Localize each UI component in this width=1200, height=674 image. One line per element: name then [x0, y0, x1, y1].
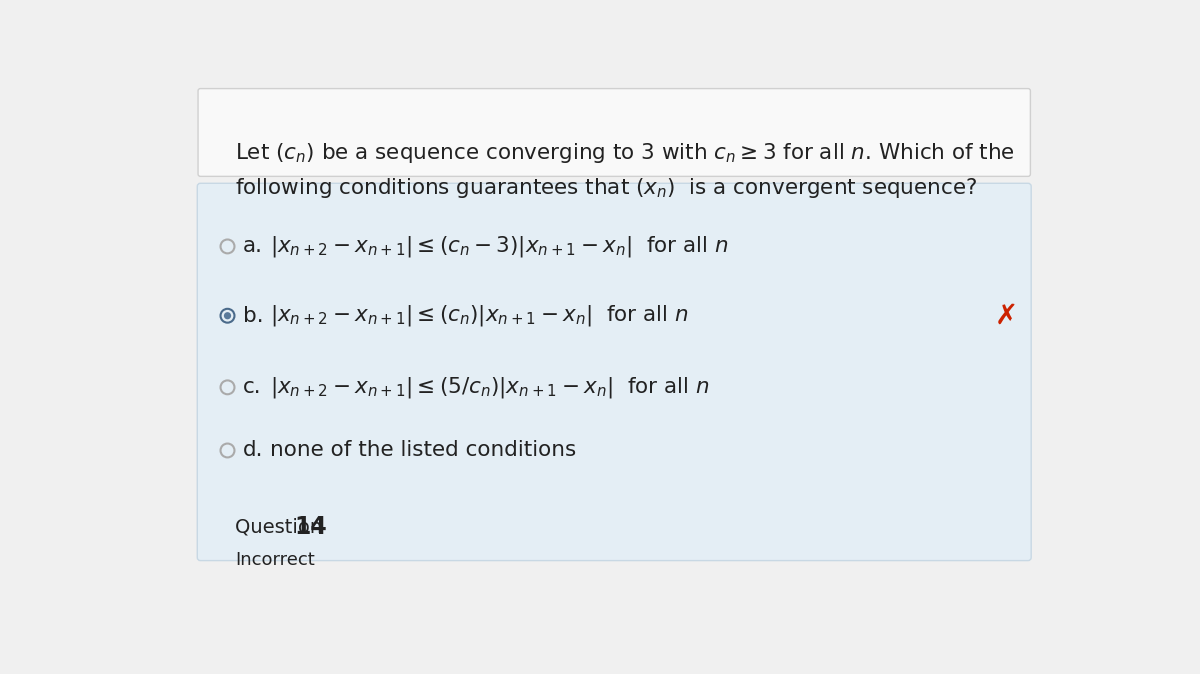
Text: $|x_{n+2}-x_{n+1}| \leq (c_n-3)|x_{n+1}-x_n|$  for all $n$: $|x_{n+2}-x_{n+1}| \leq (c_n-3)|x_{n+1}-…: [270, 234, 728, 259]
Text: 14: 14: [294, 516, 326, 539]
FancyBboxPatch shape: [197, 183, 1031, 561]
Text: a.: a.: [242, 237, 263, 256]
Circle shape: [224, 312, 232, 319]
Text: d.: d.: [242, 441, 264, 460]
Text: Question: Question: [235, 518, 329, 537]
Text: b.: b.: [242, 306, 264, 326]
Text: none of the listed conditions: none of the listed conditions: [270, 441, 576, 460]
Text: Let $(c_n)$ be a sequence converging to 3 with $c_n \geq 3$ for all $n$. Which o: Let $(c_n)$ be a sequence converging to …: [235, 142, 1015, 165]
Text: following conditions guarantees that $(x_n)$  is a convergent sequence?: following conditions guarantees that $(x…: [235, 176, 978, 200]
Text: Incorrect: Incorrect: [235, 551, 314, 569]
FancyBboxPatch shape: [198, 88, 1031, 177]
Text: $|x_{n+2}-x_{n+1}| \leq (c_n)|x_{n+1}-x_n|$  for all $n$: $|x_{n+2}-x_{n+1}| \leq (c_n)|x_{n+1}-x_…: [270, 303, 689, 328]
Text: ✗: ✗: [995, 302, 1018, 330]
Text: c.: c.: [242, 377, 262, 398]
Text: $|x_{n+2}-x_{n+1}| \leq (5/c_n)|x_{n+1}-x_n|$  for all $n$: $|x_{n+2}-x_{n+1}| \leq (5/c_n)|x_{n+1}-…: [270, 375, 709, 400]
